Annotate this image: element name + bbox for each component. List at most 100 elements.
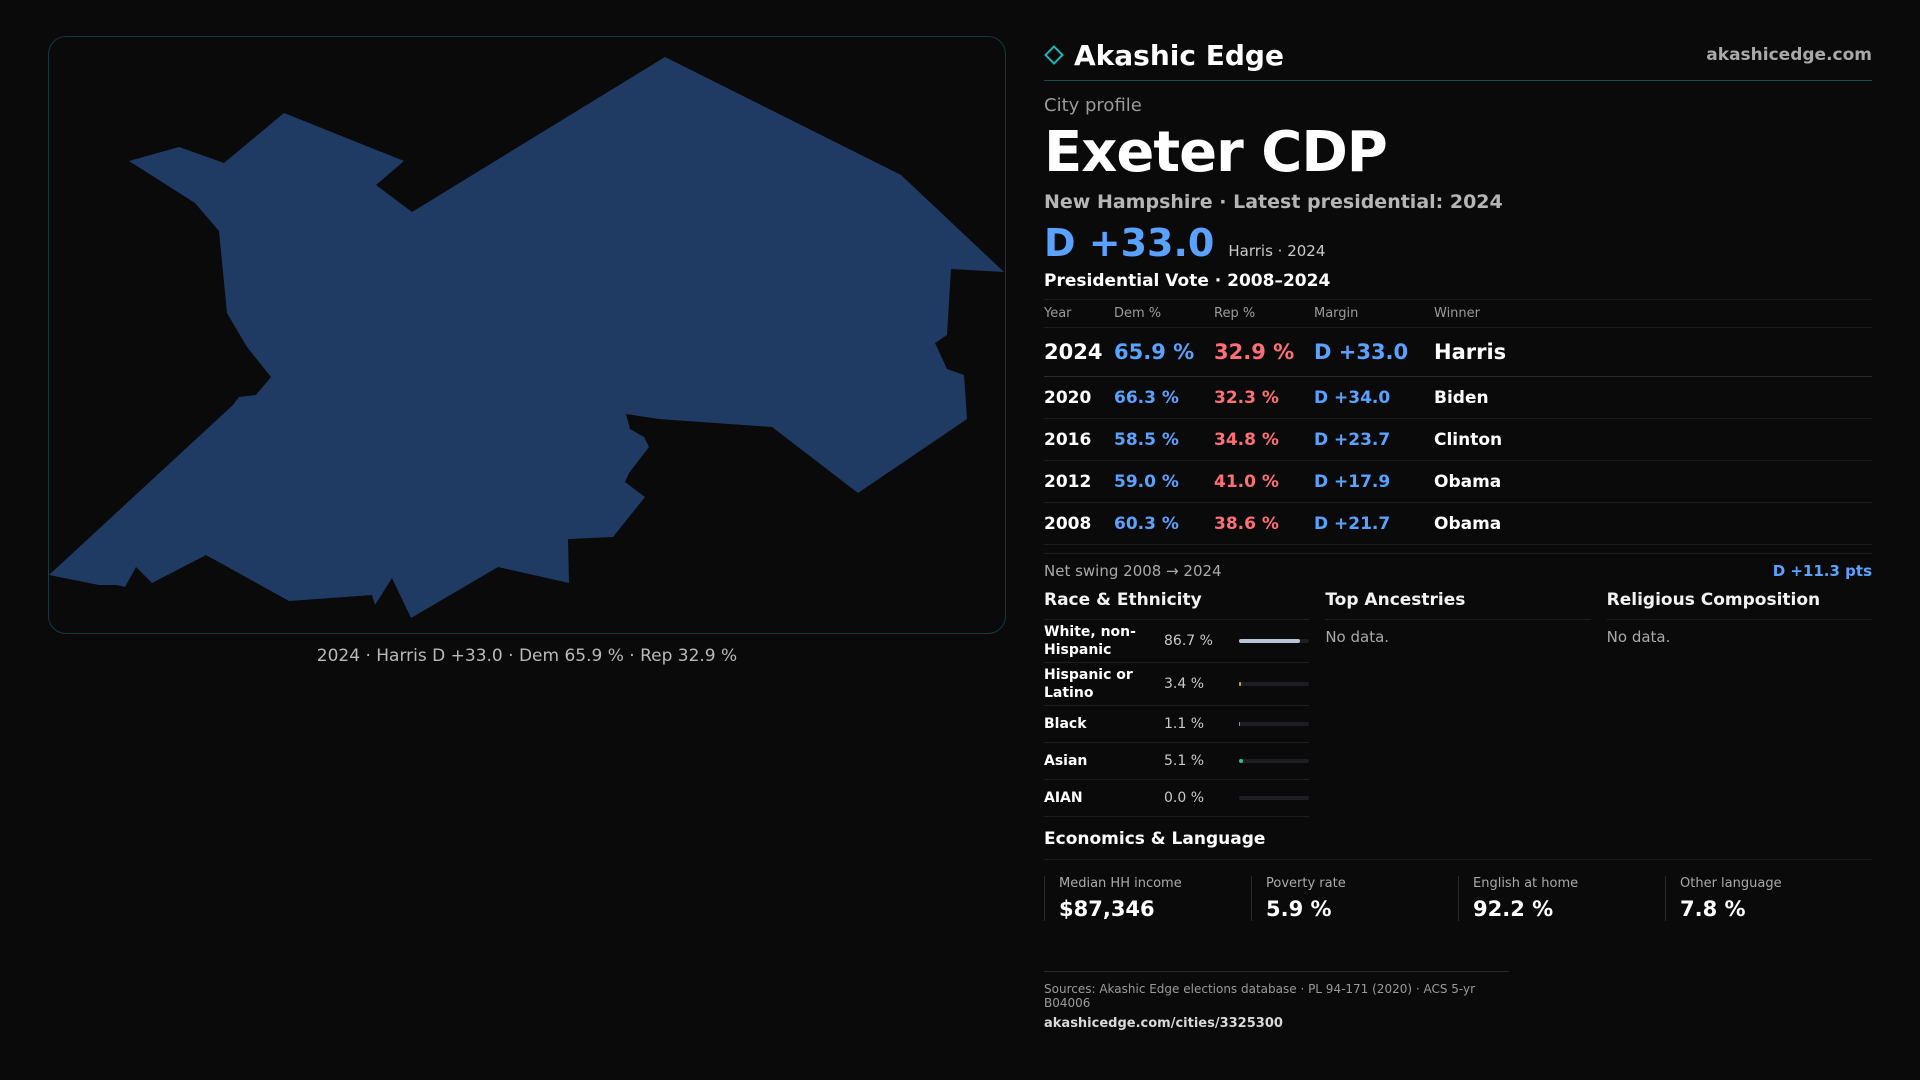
footer: Sources: Akashic Edge elections database… [1044, 971, 1509, 1031]
cell-margin: D +21.7 [1314, 502, 1434, 545]
brand-url-link[interactable]: akashicedge.com [1706, 45, 1872, 65]
headline-margin-note: Harris · 2024 [1228, 242, 1326, 260]
header-dem: Dem % [1114, 300, 1214, 328]
cell-margin: D +33.0 [1314, 327, 1434, 377]
ancestries-column: Top Ancestries No data. [1325, 590, 1591, 817]
race-title: Race & Ethnicity [1044, 590, 1310, 620]
table-row: 2012 59.0 % 41.0 % D +17.9 Obama [1044, 460, 1872, 503]
votes-section-title: Presidential Vote · 2008–2024 [1044, 271, 1872, 300]
econ-label: Poverty rate [1266, 876, 1346, 891]
cell-margin: D +17.9 [1314, 460, 1434, 503]
econ-cell-other-language: Other language 7.8 % [1665, 876, 1872, 921]
race-pct: 1.1 % [1164, 716, 1205, 732]
race-bar [1239, 722, 1309, 726]
econ-cell-english: English at home 92.2 % [1458, 876, 1665, 921]
econ-value: 92.2 % [1473, 897, 1554, 921]
cell-rep: 34.8 % [1214, 418, 1314, 461]
race-label: White, non-Hispanic [1044, 624, 1136, 658]
econ-cell-income: Median HH income $87,346 [1044, 876, 1251, 921]
cell-winner: Biden [1434, 376, 1872, 419]
votes-header-row: Year Dem % Rep % Margin Winner [1044, 300, 1872, 328]
race-label: Hispanic or Latino [1044, 667, 1133, 701]
map-caption: 2024 · Harris D +33.0 · Dem 65.9 % · Rep… [316, 646, 738, 666]
headline-margin: D +33.0 Harris · 2024 [1044, 221, 1872, 265]
profile-panel: Akashic Edge akashicedge.com City profil… [1044, 30, 1872, 1031]
page-title: Exeter CDP [1044, 120, 1388, 185]
table-row: 2008 60.3 % 38.6 % D +21.7 Obama [1044, 502, 1872, 545]
votes-table: Year Dem % Rep % Margin Winner 2024 65.9… [1044, 300, 1872, 545]
religion-empty: No data. [1606, 628, 1671, 646]
econ-label: Median HH income [1059, 876, 1182, 891]
header-rep: Rep % [1214, 300, 1314, 328]
header: Akashic Edge akashicedge.com [1044, 30, 1872, 81]
econ-label: English at home [1473, 876, 1579, 891]
race-row: Hispanic or Latino 3.4 % [1044, 663, 1310, 706]
race-pct: 5.1 % [1164, 753, 1205, 769]
race-column: Race & Ethnicity White, non-Hispanic 86.… [1044, 590, 1310, 817]
city-boundary-shape [49, 57, 1004, 618]
race-bar-fill [1239, 722, 1241, 726]
city-boundary-map [49, 57, 1004, 618]
race-pct: 3.4 % [1164, 676, 1205, 692]
ancestries-title: Top Ancestries [1325, 590, 1591, 620]
net-swing-label: Net swing 2008 → 2024 [1044, 562, 1222, 580]
race-bar-fill [1239, 639, 1300, 643]
footer-url-link[interactable]: akashicedge.com/cities/3325300 [1044, 1016, 1283, 1031]
race-pct: 86.7 % [1164, 633, 1213, 649]
cell-year: 2008 [1044, 502, 1114, 545]
ancestries-empty: No data. [1325, 628, 1390, 646]
table-row: 2020 66.3 % 32.3 % D +34.0 Biden [1044, 376, 1872, 419]
cell-dem: 59.0 % [1114, 460, 1214, 503]
diamond-logo-icon [1044, 45, 1064, 65]
cell-year: 2016 [1044, 418, 1114, 461]
footer-sources: Sources: Akashic Edge elections database… [1044, 982, 1476, 1010]
brand-name: Akashic Edge [1074, 38, 1284, 72]
cell-rep: 41.0 % [1214, 460, 1314, 503]
race-label: Black [1044, 716, 1087, 732]
map-panel[interactable] [48, 36, 1006, 634]
cell-dem: 66.3 % [1114, 376, 1214, 419]
cell-winner: Clinton [1434, 418, 1872, 461]
cell-year: 2020 [1044, 376, 1114, 419]
net-swing: Net swing 2008 → 2024 D +11.3 pts [1044, 553, 1872, 580]
cell-rep: 38.6 % [1214, 502, 1314, 545]
cell-year: 2012 [1044, 460, 1114, 503]
race-row: White, non-Hispanic 86.7 % [1044, 620, 1310, 663]
cell-margin: D +23.7 [1314, 418, 1434, 461]
race-bar [1239, 639, 1309, 643]
economics-title: Economics & Language [1044, 829, 1872, 860]
race-row: Black 1.1 % [1044, 706, 1310, 743]
header-margin: Margin [1314, 300, 1434, 328]
cell-dem: 60.3 % [1114, 502, 1214, 545]
cell-year: 2024 [1044, 327, 1114, 377]
economics-grid: Median HH income $87,346 Poverty rate 5.… [1044, 876, 1872, 921]
demographics-section: Race & Ethnicity White, non-Hispanic 86.… [1044, 590, 1872, 817]
race-pct: 0.0 % [1164, 790, 1205, 806]
religion-column: Religious Composition No data. [1606, 590, 1872, 817]
cell-winner: Harris [1434, 327, 1872, 377]
race-bar [1239, 682, 1309, 686]
race-bar [1239, 796, 1309, 800]
race-bar-fill [1239, 759, 1243, 763]
page-eyebrow: City profile [1044, 95, 1142, 116]
table-row: 2016 58.5 % 34.8 % D +23.7 Clinton [1044, 418, 1872, 461]
race-bar [1239, 759, 1309, 763]
header-year: Year [1044, 300, 1114, 328]
cell-winner: Obama [1434, 502, 1872, 545]
net-swing-value: D +11.3 pts [1772, 562, 1872, 580]
headline-margin-value: D +33.0 [1044, 221, 1215, 265]
econ-cell-poverty: Poverty rate 5.9 % [1251, 876, 1458, 921]
page-subtitle: New Hampshire · Latest presidential: 202… [1044, 191, 1503, 213]
race-row: Asian 5.1 % [1044, 743, 1310, 780]
header-winner: Winner [1434, 300, 1872, 328]
econ-value: 7.8 % [1680, 897, 1746, 921]
race-label: Asian [1044, 753, 1088, 769]
brand[interactable]: Akashic Edge [1044, 39, 1284, 72]
econ-value: $87,346 [1059, 897, 1155, 921]
religion-title: Religious Composition [1606, 590, 1872, 620]
cell-dem: 58.5 % [1114, 418, 1214, 461]
race-row: AIAN 0.0 % [1044, 780, 1310, 817]
table-row: 2024 65.9 % 32.9 % D +33.0 Harris [1044, 327, 1872, 377]
race-label: AIAN [1044, 790, 1083, 806]
cell-rep: 32.9 % [1214, 327, 1314, 377]
